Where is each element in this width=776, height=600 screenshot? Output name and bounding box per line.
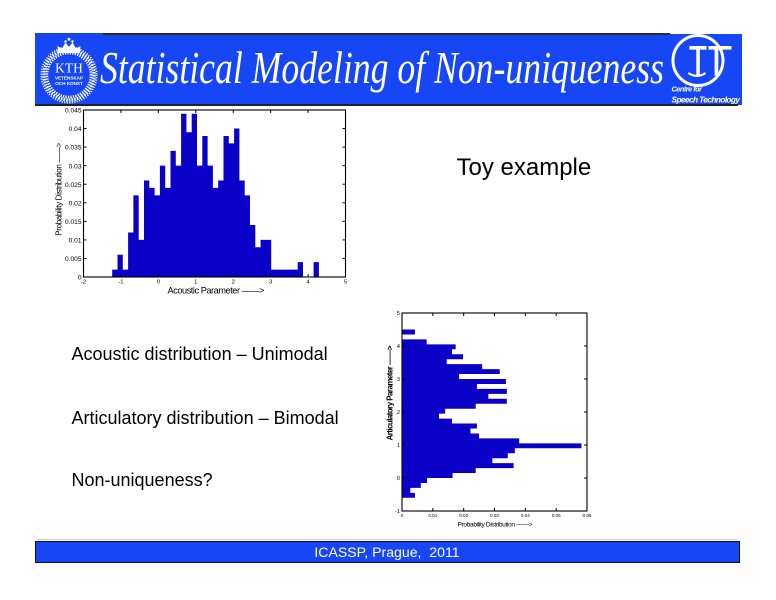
svg-text:0.03: 0.03 (490, 513, 499, 518)
svg-text:KTH: KTH (55, 61, 83, 76)
svg-text:-1: -1 (395, 509, 400, 515)
svg-text:0.035: 0.035 (65, 145, 82, 152)
svg-text:1: 1 (194, 279, 197, 285)
svg-text:-2: -2 (81, 279, 86, 285)
svg-text:0: 0 (397, 476, 400, 482)
svg-text:2: 2 (397, 410, 400, 416)
svg-text:0: 0 (78, 275, 82, 282)
svg-text:Probability Distribution ——>: Probability Distribution ——> (458, 521, 533, 528)
svg-text:VETENSKAP: VETENSKAP (55, 76, 83, 81)
svg-text:5: 5 (344, 279, 348, 285)
svg-text:Probability Distribution ——>: Probability Distribution ——> (55, 142, 64, 235)
svg-text:5: 5 (397, 311, 400, 317)
svg-text:0.05: 0.05 (552, 513, 561, 518)
svg-text:1: 1 (397, 443, 400, 449)
svg-text:0.04: 0.04 (521, 513, 530, 518)
svg-text:2: 2 (232, 279, 235, 285)
svg-text:0.01: 0.01 (69, 237, 82, 244)
svg-text:0: 0 (401, 513, 404, 518)
svg-text:0.06: 0.06 (583, 513, 592, 518)
svg-text:0: 0 (157, 279, 161, 285)
svg-text:Acoustic Parameter ——>: Acoustic Parameter ——> (168, 285, 265, 295)
svg-text:3: 3 (397, 377, 400, 383)
svg-text:OCH KONST: OCH KONST (55, 81, 83, 86)
svg-text:-1: -1 (118, 279, 123, 285)
svg-text:0.025: 0.025 (65, 182, 82, 189)
svg-text:0.045: 0.045 (65, 108, 82, 115)
svg-text:3: 3 (269, 279, 273, 285)
svg-text:0.015: 0.015 (65, 219, 82, 226)
svg-text:0.04: 0.04 (69, 126, 82, 133)
svg-text:Articulatory Parameter ——>: Articulatory Parameter ——> (386, 345, 395, 440)
svg-text:4: 4 (306, 279, 310, 285)
svg-text:0.01: 0.01 (428, 513, 437, 518)
svg-text:0.005: 0.005 (65, 256, 82, 263)
svg-text:0.02: 0.02 (69, 200, 82, 207)
svg-text:0.02: 0.02 (459, 513, 468, 518)
svg-text:0.03: 0.03 (69, 163, 82, 170)
svg-text:Centre for: Centre for (672, 85, 704, 94)
svg-text:4: 4 (397, 344, 400, 350)
svg-text:Speech Technology: Speech Technology (672, 95, 741, 105)
